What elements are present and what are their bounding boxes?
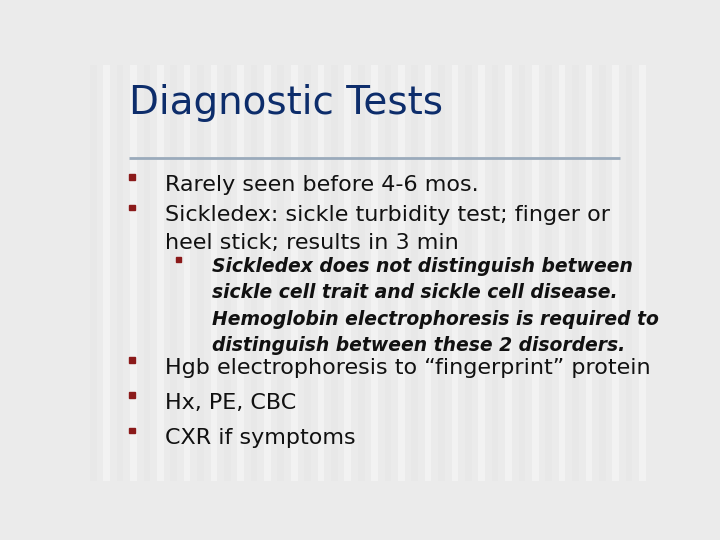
Bar xyxy=(532,65,539,481)
Bar xyxy=(176,257,181,262)
Bar xyxy=(465,65,472,481)
Bar xyxy=(305,65,311,481)
Bar xyxy=(129,393,135,398)
Bar xyxy=(492,65,498,481)
Bar xyxy=(585,65,593,481)
Bar xyxy=(331,65,338,481)
Bar xyxy=(612,65,619,481)
Bar xyxy=(666,65,672,481)
Bar xyxy=(224,65,230,481)
Bar xyxy=(411,65,418,481)
Text: CXR if symptoms: CXR if symptoms xyxy=(166,428,356,448)
Bar xyxy=(398,65,405,481)
Bar xyxy=(143,65,150,481)
Bar xyxy=(318,65,324,481)
Bar xyxy=(197,65,204,481)
Bar xyxy=(264,65,271,481)
Text: Rarely seen before 4-6 mos.: Rarely seen before 4-6 mos. xyxy=(166,175,479,195)
Bar xyxy=(425,65,431,481)
Bar xyxy=(210,65,217,481)
Text: Hgb electrophoresis to “fingerprint” protein: Hgb electrophoresis to “fingerprint” pro… xyxy=(166,357,651,377)
Bar xyxy=(129,357,135,362)
Bar xyxy=(184,65,190,481)
Bar xyxy=(639,65,646,481)
Bar xyxy=(129,205,135,210)
Bar xyxy=(130,65,137,481)
Text: Hx, PE, CBC: Hx, PE, CBC xyxy=(166,393,297,413)
Bar xyxy=(372,65,378,481)
Bar xyxy=(438,65,445,481)
Text: Diagnostic Tests: Diagnostic Tests xyxy=(129,84,443,122)
Bar xyxy=(117,65,124,481)
Bar xyxy=(157,65,163,481)
Bar xyxy=(358,65,364,481)
Bar xyxy=(518,65,526,481)
Bar xyxy=(104,65,110,481)
Bar xyxy=(451,65,459,481)
Bar xyxy=(238,65,244,481)
Bar xyxy=(572,65,579,481)
Bar xyxy=(478,65,485,481)
Bar xyxy=(277,65,284,481)
Bar xyxy=(706,65,713,481)
Bar xyxy=(291,65,297,481)
Bar xyxy=(626,65,632,481)
Bar xyxy=(599,65,606,481)
Text: Sickledex: sickle turbidity test; finger or
heel stick; results in 3 min: Sickledex: sickle turbidity test; finger… xyxy=(166,205,611,253)
Bar xyxy=(693,65,699,481)
Bar xyxy=(559,65,565,481)
Bar xyxy=(90,65,96,481)
Bar xyxy=(171,65,177,481)
Bar xyxy=(344,65,351,481)
Bar xyxy=(129,174,135,180)
Bar xyxy=(505,65,512,481)
Bar xyxy=(251,65,258,481)
Bar xyxy=(652,65,660,481)
Bar xyxy=(384,65,392,481)
Bar xyxy=(129,428,135,433)
Bar xyxy=(545,65,552,481)
Text: Sickledex does not distinguish between
sickle cell trait and sickle cell disease: Sickledex does not distinguish between s… xyxy=(212,257,659,355)
Bar xyxy=(679,65,686,481)
